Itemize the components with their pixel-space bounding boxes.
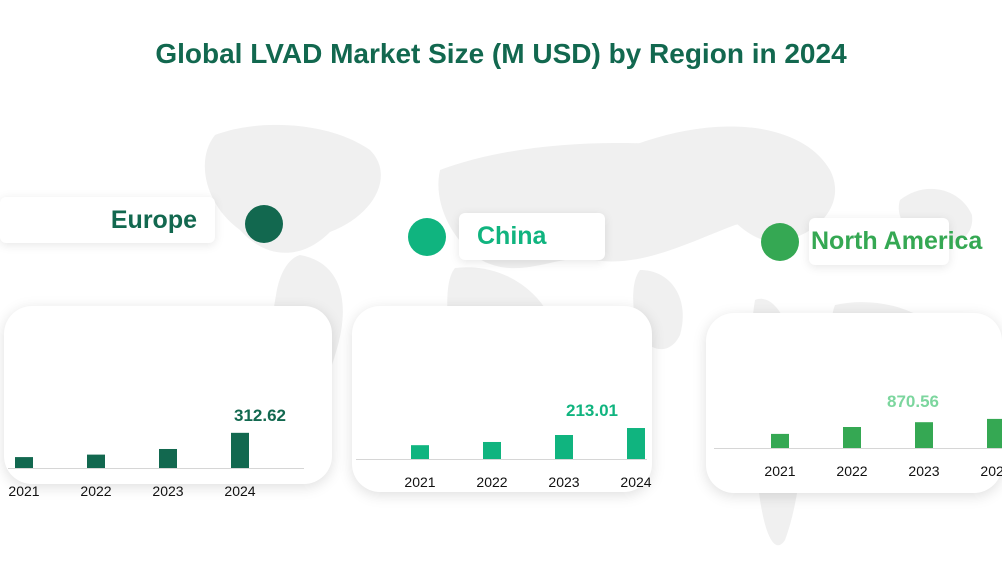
bar-2021: [771, 433, 789, 448]
region-label-europe: Europe: [0, 197, 215, 243]
page-title: Global LVAD Market Size (M USD) by Regio…: [155, 38, 847, 69]
region-label-china: China: [459, 213, 605, 260]
region-dot-china: [408, 218, 446, 256]
tick-label-2021: 2021: [404, 474, 435, 490]
bar-2022: [87, 454, 105, 468]
region-label-north-america: North America: [809, 218, 982, 265]
region-dot-europe: [245, 205, 283, 243]
bar-chart-china: 2021 2022 2023 2024 213.01: [356, 401, 652, 490]
bar-2024: [987, 418, 1002, 448]
chart-card-china: 2021 2022 2023 2024 213.01: [352, 306, 652, 492]
tick-label-2024: 2024: [620, 474, 651, 490]
chart-card-north-america: 2021 2022 2023 2024 870.56: [706, 313, 1002, 493]
tick-label-2022: 2022: [476, 474, 507, 490]
tick-label-2022: 2022: [80, 483, 111, 499]
bar-2022: [483, 441, 501, 459]
bar-2024: [627, 428, 645, 459]
chart-card-europe: 2021 2022 2023 2024 312.62: [4, 306, 332, 499]
data-label-2024: 213.01: [566, 401, 618, 420]
bar-2021: [15, 457, 33, 468]
region-name: Europe: [110, 206, 197, 234]
bar-chart-europe: 2021 2022 2023 2024 312.62: [8, 406, 304, 499]
tick-label-2021: 2021: [8, 483, 39, 499]
tick-label-2023: 2023: [152, 483, 183, 499]
tick-label-2024: 2024: [980, 463, 1002, 479]
bar-2021: [411, 445, 429, 459]
bar-2022: [843, 427, 861, 448]
region-dot-north-america: [761, 223, 799, 261]
data-label-2024: 312.62: [234, 406, 286, 425]
bar-2023: [159, 448, 177, 468]
tick-label-2024: 2024: [224, 483, 255, 499]
tick-label-2023: 2023: [548, 474, 579, 490]
region-name: North America: [811, 227, 983, 255]
data-label-2024: 870.56: [887, 392, 939, 411]
bar-2024: [231, 432, 249, 468]
tick-label-2021: 2021: [764, 463, 795, 479]
tick-label-2022: 2022: [836, 463, 867, 479]
bar-chart-north-america: 2021 2022 2023 2024 870.56: [714, 392, 1002, 479]
bar-2023: [915, 422, 933, 448]
tick-label-2023: 2023: [908, 463, 939, 479]
bar-2023: [555, 435, 573, 459]
region-name: China: [477, 222, 547, 250]
